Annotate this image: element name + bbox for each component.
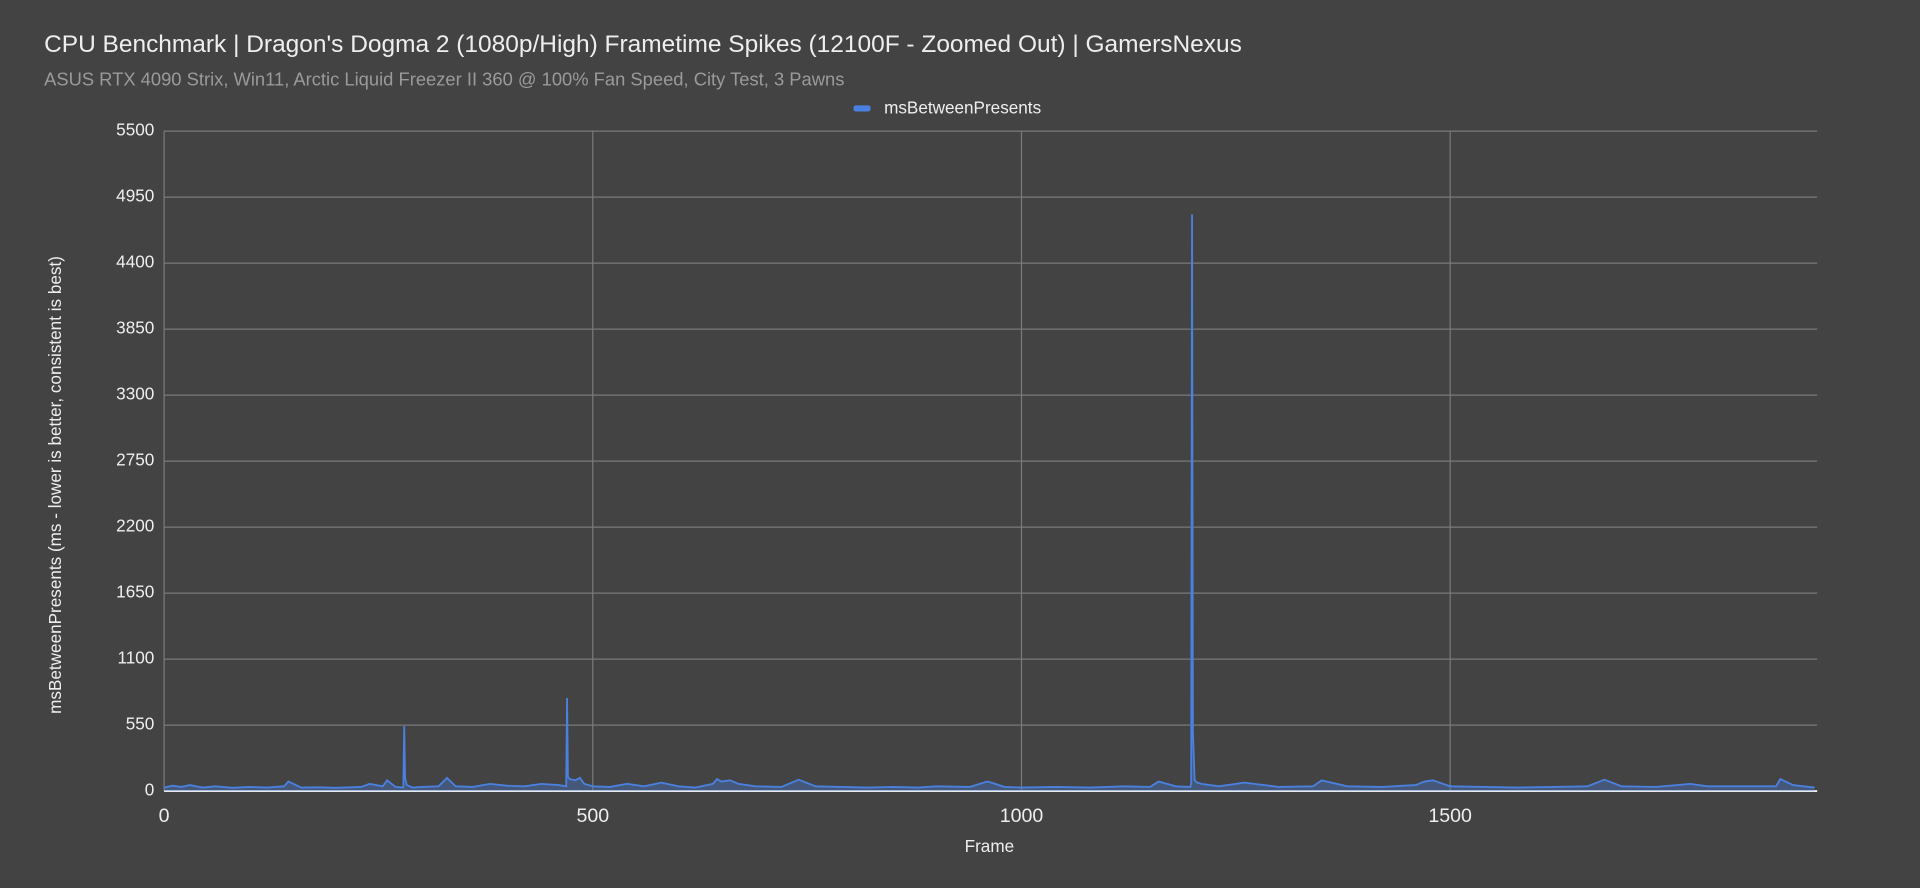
y-tick-label: 4950: [116, 186, 154, 206]
series-line: [163, 214, 1815, 789]
y-tick-label: 1100: [117, 648, 154, 668]
y-tick-label: 3300: [116, 384, 154, 404]
y-tick-label: 0: [145, 780, 155, 800]
y-tick-label: 4400: [116, 252, 154, 272]
x-tick-label: 500: [576, 805, 609, 827]
y-tick-label: 1650: [116, 582, 154, 602]
x-tick-label: 1500: [1428, 805, 1472, 827]
y-tick-label: 550: [126, 714, 155, 734]
chart-subtitle: ASUS RTX 4090 Strix, Win11, Arctic Liqui…: [44, 69, 844, 90]
y-axis-label: msBetweenPresents (ms - lower is better,…: [45, 256, 65, 714]
chart-title: CPU Benchmark | Dragon's Dogma 2 (1080p/…: [44, 31, 1242, 58]
y-tick-label: 3850: [116, 318, 154, 338]
y-tick-label: 5500: [116, 120, 154, 140]
y-tick-label: 2750: [116, 450, 154, 470]
legend-swatch: [853, 105, 871, 112]
x-tick-label: 1000: [1000, 805, 1044, 827]
y-tick-label: 2200: [116, 516, 154, 536]
x-axis-label: Frame: [965, 836, 1014, 856]
legend-label: msBetweenPresents: [884, 98, 1041, 118]
x-tick-label: 0: [159, 805, 170, 827]
